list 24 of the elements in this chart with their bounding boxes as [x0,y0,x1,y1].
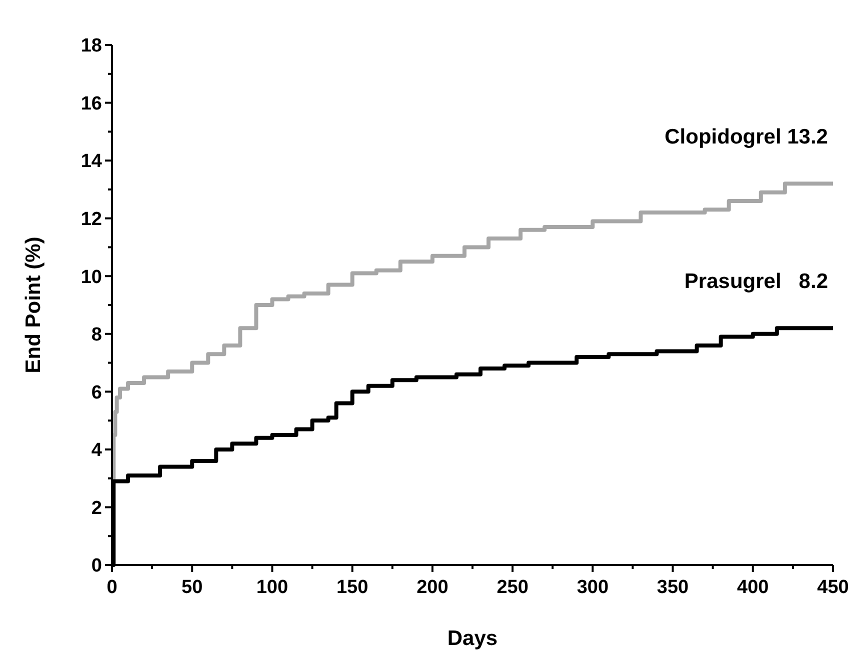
annotation: Prasugrel 8.2 [684,270,828,294]
x-tick-label: 450 [817,577,849,598]
y-tick-label: 10 [80,266,102,288]
x-tick-label: 100 [256,577,288,598]
x-tick-label: 0 [106,577,118,598]
x-tick-label: 150 [336,577,368,598]
x-axis-title: Days [447,627,498,650]
y-tick-label: 12 [80,208,102,230]
y-tick-label: 4 [91,440,102,462]
x-tick-label: 250 [496,577,528,598]
y-tick-label: 8 [91,324,102,346]
y-tick-label: 0 [91,556,102,577]
y-tick-label: 2 [91,498,102,519]
x-tick-label: 50 [182,577,203,598]
y-tick-label: 18 [80,36,102,57]
y-tick-label: 6 [91,382,102,404]
y-tick-label: 14 [80,151,102,172]
y-axis-title: End Point (%) [22,236,45,374]
x-tick-label: 400 [737,577,769,598]
x-tick-label: 300 [576,577,609,598]
x-tick-label: 350 [656,577,689,598]
x-tick-label: 200 [416,577,448,598]
annotation: Clopidogrel 13.2 [664,126,828,149]
y-tick-label: 16 [80,93,102,114]
